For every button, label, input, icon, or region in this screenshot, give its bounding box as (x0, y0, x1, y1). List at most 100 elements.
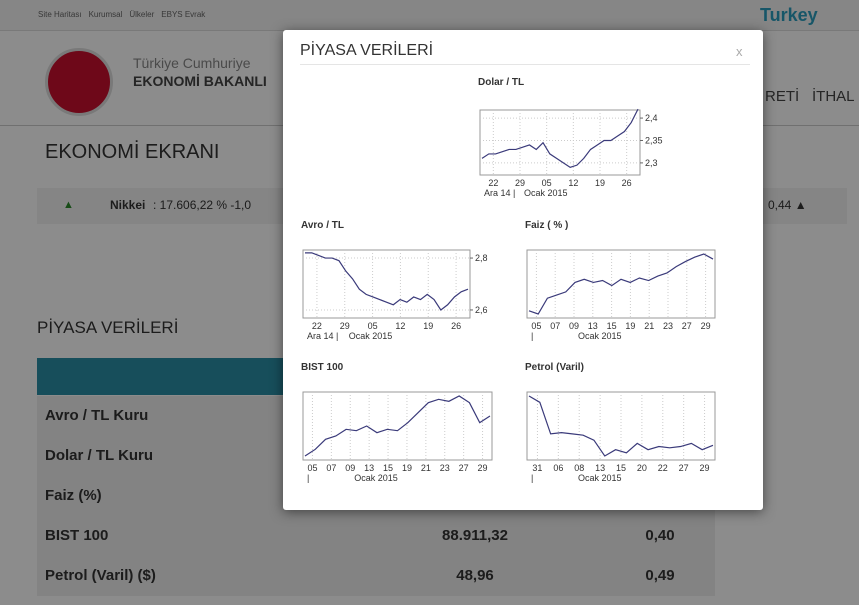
x-tick-label: 05 (542, 178, 552, 188)
x-tick-label: 21 (421, 463, 431, 473)
x-tick-label: 05 (307, 463, 317, 473)
x-tick-label: 09 (569, 321, 579, 331)
close-button[interactable]: x (736, 44, 743, 59)
top-link[interactable]: Ülkeler (129, 10, 155, 19)
price-line (305, 252, 469, 311)
x-tick-label: 05 (531, 321, 541, 331)
top-links: Site Haritası Kurumsal Ülkeler EBYS Evrak (38, 10, 212, 19)
menu-item[interactable]: RETİ (765, 88, 800, 105)
x-tick-label: 29 (340, 321, 350, 331)
chart-title: Faiz ( % ) (525, 220, 568, 231)
x-tick-label: 19 (402, 463, 412, 473)
x-tick-label: 13 (595, 463, 605, 473)
ticker-value: : 17.606,22 % -1,0 (153, 198, 252, 212)
x-tick-label: 15 (616, 463, 626, 473)
x-sub-label: Ocak 2015 (354, 473, 398, 483)
logo[interactable] (45, 48, 113, 116)
ticker-arrow: ▲ (63, 199, 74, 211)
x-tick-label: 26 (451, 321, 461, 331)
x-tick-label: 29 (701, 321, 711, 331)
price-line (528, 253, 714, 315)
x-tick-label: 31 (532, 463, 542, 473)
y-tick-label: 2,35 (645, 135, 663, 145)
plot-area (302, 249, 471, 319)
table-cell: Avro / TL Kuru (45, 407, 149, 424)
y-tick-label: 2,6 (475, 305, 488, 315)
x-tick-label: 13 (364, 463, 374, 473)
price-line (304, 395, 491, 457)
ticker-name: Nikkei (110, 198, 146, 212)
x-tick-label: 09 (345, 463, 355, 473)
table-cell: Faiz (%) (45, 487, 102, 504)
plot-area (526, 249, 716, 319)
table-cell: Petrol (Varil) ($) (45, 567, 156, 584)
x-tick-label: 26 (622, 178, 632, 188)
x-tick-label: 21 (644, 321, 654, 331)
table-cell: Dolar / TL Kuru (45, 447, 154, 464)
y-tick-label: 2,3 (645, 158, 658, 168)
x-tick-label: 22 (488, 178, 498, 188)
x-tick-label: 12 (395, 321, 405, 331)
table-cell: 48,96 (456, 567, 494, 584)
org-name: EKONOMİ BAKANLI (133, 73, 267, 89)
x-tick-label: 15 (607, 321, 617, 331)
chart-title: BIST 100 (301, 362, 344, 373)
x-tick-label: 22 (312, 321, 322, 331)
top-link[interactable]: Site Haritası (38, 10, 82, 19)
x-sub-label: Ara 14 | (484, 188, 515, 198)
x-sub-label: Ocak 2015 (578, 331, 622, 341)
x-sub-label: | (531, 331, 533, 341)
table-cell: BIST 100 (45, 527, 109, 544)
table-cell: 88.911,32 (442, 527, 508, 544)
page-title: EKONOMİ EKRANI (45, 141, 220, 163)
x-sub-label: Ocak 2015 (349, 331, 393, 341)
x-tick-label: 27 (679, 463, 689, 473)
top-link[interactable]: Kurumsal (88, 10, 123, 19)
divider (300, 64, 750, 65)
x-tick-label: 07 (550, 321, 560, 331)
x-tick-label: 22 (658, 463, 668, 473)
x-tick-label: 29 (700, 463, 710, 473)
modal-title: PİYASA VERİLERİ (300, 42, 434, 59)
brand[interactable]: Turkey (760, 5, 818, 25)
x-tick-label: 05 (368, 321, 378, 331)
ticker-value: 0,44 ▲ (768, 198, 807, 212)
x-sub-label: Ocak 2015 (578, 473, 622, 483)
x-tick-label: 23 (440, 463, 450, 473)
x-tick-label: 06 (553, 463, 563, 473)
x-tick-label: 19 (595, 178, 605, 188)
x-tick-label: 15 (383, 463, 393, 473)
x-tick-label: 19 (423, 321, 433, 331)
chart-title: Avro / TL (301, 220, 344, 231)
table-row: Petrol (Varil) ($) 48,96 0,49 (37, 556, 715, 597)
menu-item[interactable]: İTHAL (812, 88, 855, 105)
price-line (481, 108, 639, 169)
x-tick-label: 19 (625, 321, 635, 331)
plot-area (302, 391, 493, 461)
table-cell: 0,40 (645, 527, 675, 544)
x-sub-label: | (531, 473, 533, 483)
y-tick-label: 2,8 (475, 253, 488, 263)
x-sub-label: Ara 14 | (307, 331, 338, 341)
x-tick-label: 23 (663, 321, 673, 331)
price-line (528, 395, 714, 457)
chart-title: Petrol (Varil) (525, 362, 584, 373)
x-tick-label: 29 (478, 463, 488, 473)
org-name: Türkiye Cumhuriye (133, 55, 251, 71)
y-tick-label: 2,4 (645, 113, 658, 123)
x-tick-label: 07 (326, 463, 336, 473)
table-title: PİYASA VERİLERİ (37, 318, 179, 337)
table-cell: 0,49 (645, 567, 675, 584)
x-tick-label: 20 (637, 463, 647, 473)
x-tick-label: 27 (459, 463, 469, 473)
x-tick-label: 27 (682, 321, 692, 331)
x-sub-label: Ocak 2015 (524, 188, 568, 198)
x-tick-label: 12 (568, 178, 578, 188)
top-link[interactable]: EBYS Evrak (161, 10, 206, 19)
x-tick-label: 29 (515, 178, 525, 188)
x-tick-label: 08 (574, 463, 584, 473)
chart-title: Dolar / TL (478, 77, 524, 88)
plot-area (479, 109, 641, 176)
